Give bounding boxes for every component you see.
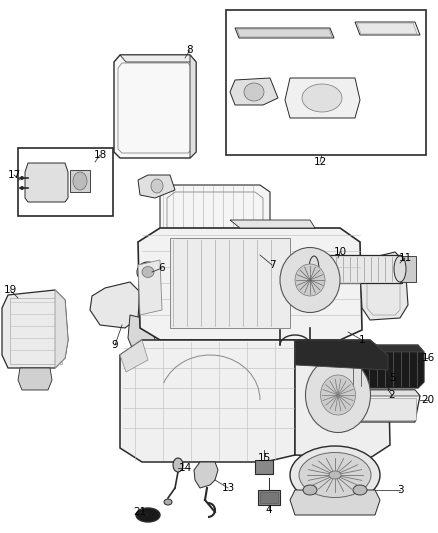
Polygon shape	[138, 228, 362, 340]
Bar	[400, 256, 416, 282]
Ellipse shape	[164, 499, 172, 505]
Bar	[312, 255, 402, 283]
Text: 12: 12	[313, 157, 327, 167]
Polygon shape	[138, 260, 162, 315]
Polygon shape	[230, 220, 315, 228]
Polygon shape	[120, 55, 196, 62]
Polygon shape	[344, 390, 420, 422]
Bar	[170, 238, 290, 328]
Polygon shape	[2, 290, 68, 368]
Polygon shape	[120, 340, 295, 462]
Text: 15: 15	[258, 453, 271, 463]
Ellipse shape	[353, 485, 367, 495]
Bar	[260, 492, 278, 503]
Polygon shape	[235, 28, 334, 38]
Polygon shape	[230, 78, 278, 105]
Polygon shape	[355, 345, 424, 352]
Polygon shape	[120, 340, 148, 372]
Text: 1: 1	[359, 335, 365, 345]
Text: 7: 7	[268, 260, 276, 270]
Ellipse shape	[299, 453, 371, 497]
Text: 5: 5	[389, 373, 396, 383]
Polygon shape	[114, 55, 196, 158]
Ellipse shape	[329, 471, 341, 479]
Ellipse shape	[295, 264, 325, 296]
Text: 21: 21	[134, 507, 147, 517]
Text: 17: 17	[7, 170, 21, 180]
Text: 20: 20	[421, 395, 434, 405]
Ellipse shape	[394, 256, 406, 282]
Text: 2: 2	[389, 390, 396, 400]
Ellipse shape	[136, 508, 160, 522]
Ellipse shape	[20, 186, 24, 190]
Ellipse shape	[309, 256, 319, 282]
Text: 14: 14	[178, 463, 192, 473]
Ellipse shape	[244, 83, 264, 101]
Ellipse shape	[290, 446, 380, 504]
Bar	[10, 298, 62, 364]
Polygon shape	[90, 282, 140, 328]
Polygon shape	[348, 390, 420, 396]
Ellipse shape	[173, 458, 183, 472]
Polygon shape	[360, 252, 408, 320]
Polygon shape	[290, 490, 380, 515]
Polygon shape	[25, 163, 68, 202]
Text: 9: 9	[112, 340, 118, 350]
Ellipse shape	[321, 375, 356, 415]
Polygon shape	[190, 55, 196, 158]
Text: 13: 13	[221, 483, 235, 493]
Polygon shape	[285, 78, 360, 118]
Text: 10: 10	[333, 247, 346, 257]
Polygon shape	[160, 185, 270, 255]
Ellipse shape	[303, 485, 317, 495]
Ellipse shape	[280, 247, 340, 312]
Text: 18: 18	[93, 150, 106, 160]
Polygon shape	[128, 315, 155, 355]
Ellipse shape	[151, 179, 163, 193]
Bar	[70, 170, 90, 192]
Text: 4: 4	[266, 505, 272, 515]
Polygon shape	[355, 22, 420, 35]
Bar	[226, 10, 426, 155]
Polygon shape	[237, 29, 332, 37]
Ellipse shape	[137, 262, 159, 282]
Polygon shape	[295, 340, 388, 370]
Text: 19: 19	[4, 285, 17, 295]
Ellipse shape	[305, 358, 371, 432]
Text: 16: 16	[421, 353, 434, 363]
Bar	[18, 148, 113, 216]
Polygon shape	[55, 290, 68, 368]
Ellipse shape	[20, 176, 24, 180]
Polygon shape	[138, 175, 175, 198]
Bar	[258, 490, 280, 505]
Text: 3: 3	[397, 485, 403, 495]
Text: 6: 6	[159, 263, 165, 273]
Polygon shape	[295, 340, 390, 458]
Ellipse shape	[302, 84, 342, 112]
Polygon shape	[194, 462, 218, 488]
Polygon shape	[357, 23, 417, 34]
Ellipse shape	[73, 172, 87, 190]
Polygon shape	[18, 368, 52, 390]
Bar	[255, 460, 273, 474]
Text: 11: 11	[399, 253, 412, 263]
Text: 8: 8	[187, 45, 193, 55]
Ellipse shape	[142, 266, 154, 278]
Polygon shape	[349, 345, 424, 388]
Bar	[350, 398, 416, 420]
